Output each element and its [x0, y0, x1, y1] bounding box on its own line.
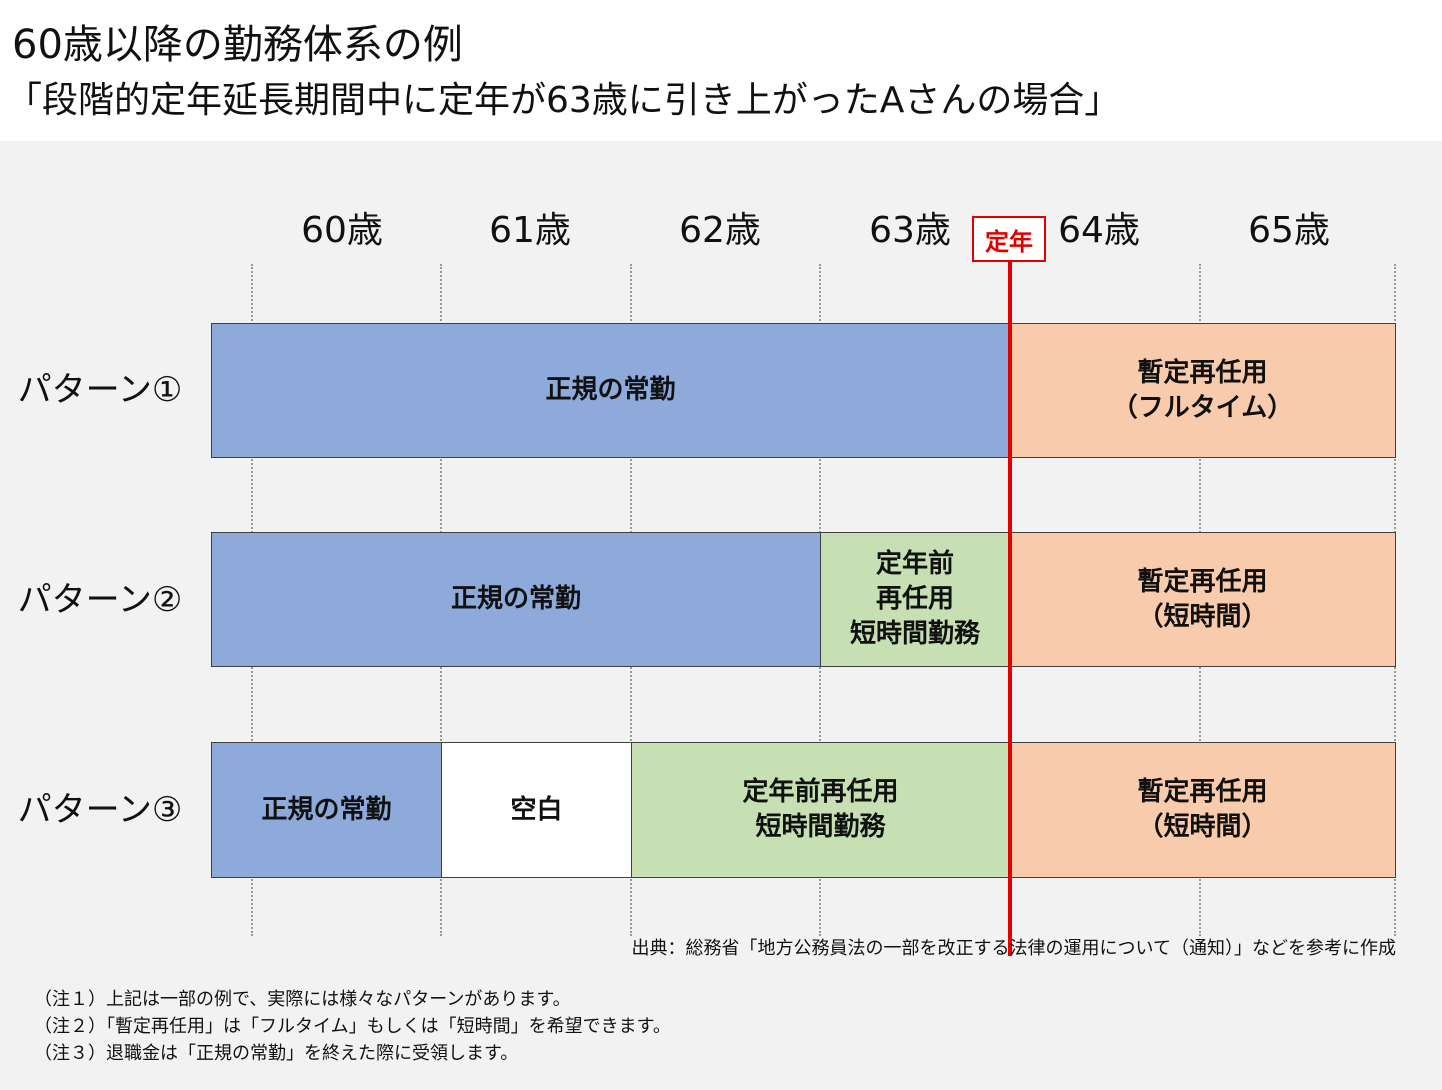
segment-text: 正規の常勤 [545, 375, 676, 405]
segment-text: 暫定再任用 （短時間） [1137, 777, 1268, 842]
pattern-3-label: パターン③ [17, 790, 183, 830]
age-label-64: 64歳 [1058, 210, 1140, 251]
note-2: （注２）「暫定再任用」は「フルタイム」もしくは「短時間」を希望できます。 [34, 1016, 671, 1037]
segment-text: 定年前再任用 短時間勤務 [742, 777, 899, 842]
segment-text: 暫定再任用 （フルタイム） [1111, 357, 1294, 423]
age-label-65: 65歳 [1248, 210, 1330, 251]
pattern-1-regular-fulltime: 正規の常勤 [211, 323, 1010, 458]
segment-text: 暫定再任用 （短時間） [1137, 566, 1268, 632]
source-citation: 出典：総務省「地方公務員法の一部を改正する法律の運用について（通知）」などを参考… [631, 938, 1396, 959]
note-1: （注１）上記は一部の例で、実際には様々なパターンがあります。 [34, 989, 571, 1010]
age-label-62: 62歳 [679, 210, 761, 251]
pattern-1-provisional-reemployment: 暫定再任用 （フルタイム） [1009, 323, 1396, 458]
segment-text: 正規の常勤 [261, 794, 392, 825]
pattern-2-pre-retirement-shorttime: 定年前 再任用 短時間勤務 [820, 532, 1010, 667]
page-subtitle: 「段階的定年延長期間中に定年が63歳に引き上がったAさんの場合」 [6, 80, 1121, 121]
page-title: 60歳以降の勤務体系の例 [12, 22, 463, 68]
retirement-age-tag: 定年 [972, 216, 1046, 262]
pattern-2-provisional-reemployment: 暫定再任用 （短時間） [1009, 532, 1396, 667]
pattern-2-regular-fulltime: 正規の常勤 [211, 532, 821, 667]
note-3: （注３）退職金は「正規の常勤」を終えた際に受領します。 [34, 1043, 519, 1064]
pattern-3-blank-period: 空白 [441, 742, 632, 878]
age-label-61: 61歳 [489, 210, 571, 251]
pattern-3-regular-fulltime: 正規の常勤 [211, 742, 442, 878]
pattern-2-label: パターン② [17, 580, 183, 620]
pattern-3-pre-retirement-shorttime: 定年前再任用 短時間勤務 [631, 742, 1010, 878]
segment-text: 正規の常勤 [450, 584, 581, 614]
age-label-60: 60歳 [301, 210, 383, 251]
retirement-age-line [1008, 262, 1012, 956]
age-label-63: 63歳 [869, 210, 951, 251]
pattern-1-label: パターン① [17, 370, 183, 410]
segment-text: 空白 [510, 794, 563, 825]
segment-text: 定年前 再任用 短時間勤務 [849, 549, 980, 649]
pattern-3-provisional-reemployment: 暫定再任用 （短時間） [1009, 742, 1396, 878]
